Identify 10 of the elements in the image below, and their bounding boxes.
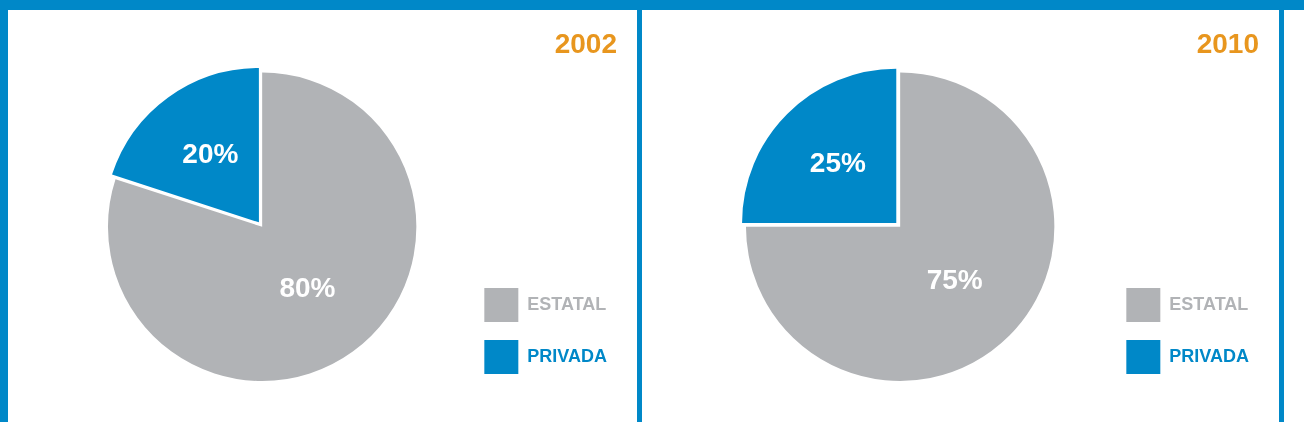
legend-label: ESTATAL <box>527 293 607 314</box>
chart-title: 2010 <box>1196 27 1259 59</box>
legend-label: PRIVADA <box>527 345 608 366</box>
data-label: 75% <box>926 264 983 296</box>
legend-label: PRIVADA <box>1169 345 1250 366</box>
data-label: 80% <box>279 271 336 303</box>
chart-title: 2002 <box>554 27 617 59</box>
data-label: 25% <box>809 147 866 179</box>
legend-label: ESTATAL <box>1169 293 1249 314</box>
data-label: 20% <box>182 138 239 170</box>
